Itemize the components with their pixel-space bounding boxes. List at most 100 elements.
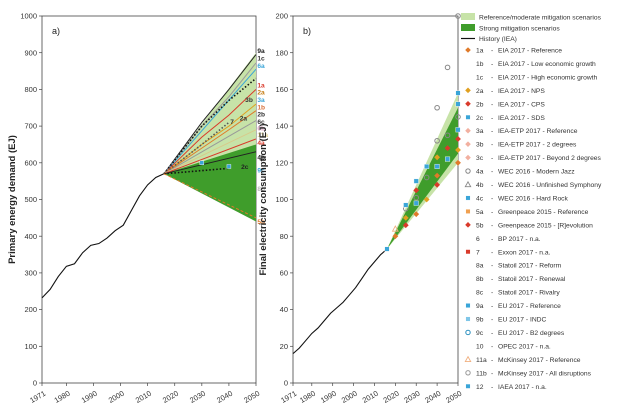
legend-dash: - bbox=[491, 222, 493, 229]
scenario-code-label: 6c bbox=[257, 119, 265, 126]
legend-marker-9b bbox=[465, 316, 471, 322]
legend-entry-label: Statoil 2017 - Renewal bbox=[498, 276, 566, 283]
data-point bbox=[413, 200, 419, 206]
scenario-line-4b bbox=[163, 151, 257, 175]
scenario-code-label: 2c bbox=[241, 164, 249, 171]
legend-code: 4b bbox=[476, 182, 484, 189]
scenario-line-6c bbox=[163, 120, 257, 175]
x-tick-label: 2030 bbox=[403, 389, 422, 405]
legend-dash: - bbox=[491, 303, 493, 310]
data-point bbox=[434, 137, 440, 144]
data-point bbox=[423, 196, 430, 203]
legend-entry-label: IEA 2017 - CPS bbox=[498, 101, 545, 108]
legend-code: 8c bbox=[476, 290, 484, 297]
legend-code: 8b bbox=[476, 276, 484, 283]
y-tick-label: 1000 bbox=[20, 12, 37, 21]
legend-code: 9c bbox=[476, 330, 484, 337]
y-tick-label: 100 bbox=[24, 342, 37, 351]
scenario-line-2a bbox=[163, 103, 257, 175]
y-tick-label: 180 bbox=[275, 48, 288, 57]
data-point bbox=[413, 194, 420, 201]
legend-dash: - bbox=[491, 48, 493, 55]
legend-entry-label: WEC 2016 - Modern Jazz bbox=[498, 169, 575, 176]
y-axis-title: Final electricity consumption (EJ) bbox=[258, 123, 269, 275]
legend-entry-label: Greenpeace 2015 - [R]evolution bbox=[498, 222, 593, 229]
scenario-line-1a bbox=[163, 89, 257, 175]
legend-marker-4c bbox=[465, 195, 471, 201]
legend-marker-2a bbox=[465, 87, 471, 94]
scenario-marker bbox=[226, 164, 232, 169]
x-tick-label: 2000 bbox=[107, 389, 126, 405]
legend-entry-label: WEC 2016 - Hard Rock bbox=[498, 195, 569, 202]
legend-dash: - bbox=[491, 61, 493, 68]
data-point bbox=[434, 181, 441, 188]
data-point bbox=[455, 147, 461, 153]
scenario-code-label: 3a bbox=[257, 97, 265, 104]
legend-dash: - bbox=[491, 330, 493, 337]
legend-entry-label: EU 2017 - Reference bbox=[498, 303, 561, 310]
data-point bbox=[434, 163, 440, 169]
legend-band-swatch bbox=[461, 24, 475, 31]
legend-dash: - bbox=[491, 317, 493, 324]
data-point bbox=[444, 145, 451, 152]
legend-marker-9a bbox=[465, 303, 471, 308]
legend-entry-label: IEA 2017 - NPS bbox=[498, 88, 545, 95]
scenario-code-label: 4b bbox=[257, 155, 265, 162]
data-point bbox=[413, 211, 420, 218]
y-tick-label: 900 bbox=[24, 48, 37, 57]
legend-code: 4a bbox=[476, 169, 484, 176]
data-point bbox=[455, 114, 461, 120]
y-tick-label: 200 bbox=[24, 305, 37, 314]
x-tick-label: 2040 bbox=[215, 389, 234, 405]
x-tick-label: 1980 bbox=[298, 389, 317, 405]
legend-marker-3b bbox=[465, 141, 471, 147]
legend-entry-label: WEC 2016 - Unfinished Symphony bbox=[498, 182, 602, 189]
scenario-code-label: 2b bbox=[257, 112, 265, 119]
legend-code: 1b bbox=[476, 61, 484, 68]
legend-dash: - bbox=[491, 74, 493, 81]
x-tick-label: 2020 bbox=[382, 389, 401, 405]
data-point bbox=[423, 174, 430, 181]
legend-dash: - bbox=[491, 128, 493, 135]
x-tick-label: 1971 bbox=[279, 389, 298, 405]
legend-dash: - bbox=[491, 155, 493, 162]
panel-a: a) 0 100 200 300 400 500 600 700 800 900 1000 1971 19… bbox=[7, 12, 268, 405]
legend-code: 8a bbox=[476, 263, 484, 270]
x-tick-label: 2030 bbox=[188, 389, 207, 405]
x-tick-label: 1971 bbox=[28, 389, 47, 405]
legend-history-label: History (IEA) bbox=[479, 36, 517, 43]
legend-marker-12 bbox=[465, 383, 471, 389]
legend-entry-label: Greenpeace 2015 - Reference bbox=[498, 209, 589, 216]
legend-code: 3b bbox=[476, 142, 484, 149]
legend-code: 11a bbox=[476, 357, 487, 364]
legend-code: 11b bbox=[476, 370, 487, 377]
legend-entry-label: Statoil 2017 - Rivalry bbox=[498, 290, 560, 297]
legend-code: 2c bbox=[476, 115, 484, 122]
legend-dash: - bbox=[491, 384, 493, 391]
legend-band-label: Strong mitigation scenarios bbox=[479, 26, 560, 33]
legend-dash: - bbox=[491, 343, 493, 350]
x-tick-label: 2010 bbox=[361, 389, 380, 405]
legend-dash: - bbox=[491, 290, 493, 297]
data-point bbox=[434, 104, 440, 111]
history-line bbox=[41, 173, 165, 299]
scenario-code-label: 2a bbox=[240, 115, 248, 122]
legend-entry-label: Exxon 2017 - n.a. bbox=[498, 249, 551, 256]
legend-entry-label: IAEA 2017 - n.a. bbox=[498, 384, 547, 391]
scenario-line-3b bbox=[163, 77, 257, 175]
data-point bbox=[434, 172, 441, 179]
data-point bbox=[455, 101, 461, 107]
legend-entry-label: Statoil 2017 - Reform bbox=[498, 263, 562, 270]
legend-code: 7 bbox=[476, 249, 480, 256]
data-point bbox=[455, 127, 461, 133]
legend-code: 10 bbox=[476, 343, 484, 350]
legend-code: 5b bbox=[476, 222, 484, 229]
y-tick-label: 0 bbox=[33, 379, 37, 388]
legend-marker-3a bbox=[465, 127, 471, 134]
x-tick-label: 2020 bbox=[161, 389, 180, 405]
x-tick-label: 2040 bbox=[423, 389, 442, 405]
strong-mitigation-band bbox=[386, 107, 458, 250]
legend-code: 1c bbox=[476, 74, 484, 81]
scenario-code-label: 9c bbox=[257, 167, 265, 174]
